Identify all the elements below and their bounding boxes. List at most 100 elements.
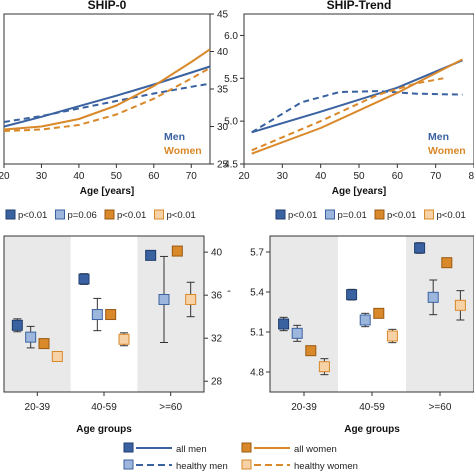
category-label: >=60	[159, 402, 182, 413]
point-all-men	[11, 319, 23, 331]
group-band	[406, 236, 474, 392]
point-healthy-men	[359, 314, 371, 326]
x-axis-label: Age [years]	[80, 186, 134, 197]
point-all-women	[105, 309, 117, 321]
legend-pvalue: p<0.01	[18, 210, 47, 221]
x-tick-label: 50	[111, 171, 123, 182]
x-tick-label: 40	[315, 171, 327, 182]
y-tick-label: 36	[211, 291, 223, 302]
ship0_groups-panel: 28 32 36 40 20-39 40-59 >=60 Age groups p<0.01 p=…	[3, 209, 223, 435]
legend-swatch	[374, 209, 385, 220]
y-tick-label: 30	[217, 122, 229, 133]
x-tick-label: 70	[430, 171, 442, 182]
x-axis-label: Age [years]	[332, 186, 386, 197]
y-tick-label: 28	[211, 377, 223, 388]
legend-swatch	[5, 209, 16, 220]
legend-swatch	[424, 209, 434, 220]
legend-pvalue: p<0.01	[437, 210, 466, 221]
y-tick-label: 40	[217, 47, 229, 58]
legend-pvalue: p=0.06	[68, 210, 97, 221]
point-healthy-men	[291, 327, 303, 339]
legend-pvalue: p<0.01	[167, 210, 196, 221]
legend-swatch	[123, 459, 134, 470]
x-tick-label: 80	[468, 171, 474, 182]
men-label: Men	[428, 131, 449, 143]
point-healthy-women	[185, 293, 197, 305]
ship0_line-panel: SHIP-0 20 30 40 50 60 70 25 30 35 40 45 Age [years] M…	[0, 0, 229, 197]
panel-title: SHIP-Trend	[327, 0, 392, 12]
legend-pvalue: p<0.01	[117, 210, 146, 221]
y-tick-label: 4.5	[224, 160, 238, 171]
y-tick-label: 5.5	[224, 74, 238, 85]
point-healthy-women	[51, 350, 63, 362]
legend-pvalue: p<0.01	[288, 210, 317, 221]
x-tick-label: 20	[238, 171, 250, 182]
y-tick-label: 45	[217, 10, 229, 21]
legend-label: healthy men	[176, 461, 228, 472]
legend-swatch	[325, 209, 335, 220]
group-band	[137, 236, 204, 392]
legend-swatch	[104, 209, 115, 220]
y-tick-label: 5.1	[250, 328, 264, 339]
point-healthy-women	[318, 361, 330, 373]
point-healthy-men	[427, 291, 439, 303]
point-healthy-men	[91, 309, 103, 321]
point-all-women	[373, 307, 385, 319]
legend-pvalue: p=0.01	[338, 210, 367, 221]
category-label: 40-59	[359, 402, 385, 413]
legend-swatch	[241, 459, 252, 470]
x-tick-label: 60	[148, 171, 160, 182]
y-tick-label: 32	[211, 334, 223, 345]
legend-label: all men	[176, 444, 207, 455]
legend-label: healthy women	[294, 461, 358, 472]
point-all-women	[171, 245, 183, 257]
legend-swatch	[275, 209, 286, 220]
y-tick-label: 6.0	[224, 31, 238, 42]
point-healthy-men	[158, 293, 170, 305]
x-axis-label: Age groups	[76, 424, 132, 435]
category-label: >=60	[429, 402, 452, 413]
point-all-men	[278, 318, 290, 330]
x-tick-label: 30	[36, 171, 48, 182]
legend-swatch	[154, 209, 164, 220]
women-label: Women	[164, 145, 202, 157]
panel-title: SHIP-0	[88, 0, 127, 12]
legend-pvalue: p<0.01	[387, 210, 416, 221]
series-line-healthy-men	[3, 82, 211, 123]
series-line-all-men	[251, 59, 463, 134]
y-tick-label: 40	[211, 248, 223, 259]
point-all-women	[305, 345, 317, 357]
point-all-men	[78, 273, 90, 285]
point-healthy-women	[386, 330, 398, 342]
x-tick-label: 50	[353, 171, 365, 182]
category-label: 20-39	[291, 402, 317, 413]
series-line-all-women	[251, 58, 463, 155]
y-tick-label: 5.4	[250, 288, 264, 299]
series-line-all-women	[3, 48, 211, 131]
y-tick-label: 35	[217, 85, 229, 96]
group-band	[4, 236, 71, 392]
series-line-healthy-men	[251, 90, 463, 134]
y-tick-label: 25	[217, 160, 229, 171]
y-tick-label: 5.7	[250, 248, 264, 259]
x-tick-label: 20	[0, 171, 10, 182]
men-label: Men	[164, 131, 185, 143]
legend-swatch	[55, 209, 65, 220]
y-tick-label: 5.0	[224, 117, 238, 128]
x-tick-label: 70	[186, 171, 198, 182]
point-healthy-men	[25, 331, 37, 343]
legend-swatch	[123, 442, 134, 453]
series-line-all-men	[3, 65, 211, 128]
x-tick-label: 30	[277, 171, 289, 182]
series-line-healthy-women	[3, 67, 211, 132]
point-all-men	[414, 242, 426, 254]
y-tick-label: 4.8	[250, 368, 264, 379]
women-label: Women	[428, 145, 466, 157]
axis-mark: ˆ	[227, 289, 231, 301]
point-all-women	[38, 338, 50, 350]
category-label: 40-59	[91, 402, 117, 413]
point-all-men	[145, 249, 157, 261]
point-all-men	[346, 289, 358, 301]
point-healthy-women	[454, 299, 466, 311]
